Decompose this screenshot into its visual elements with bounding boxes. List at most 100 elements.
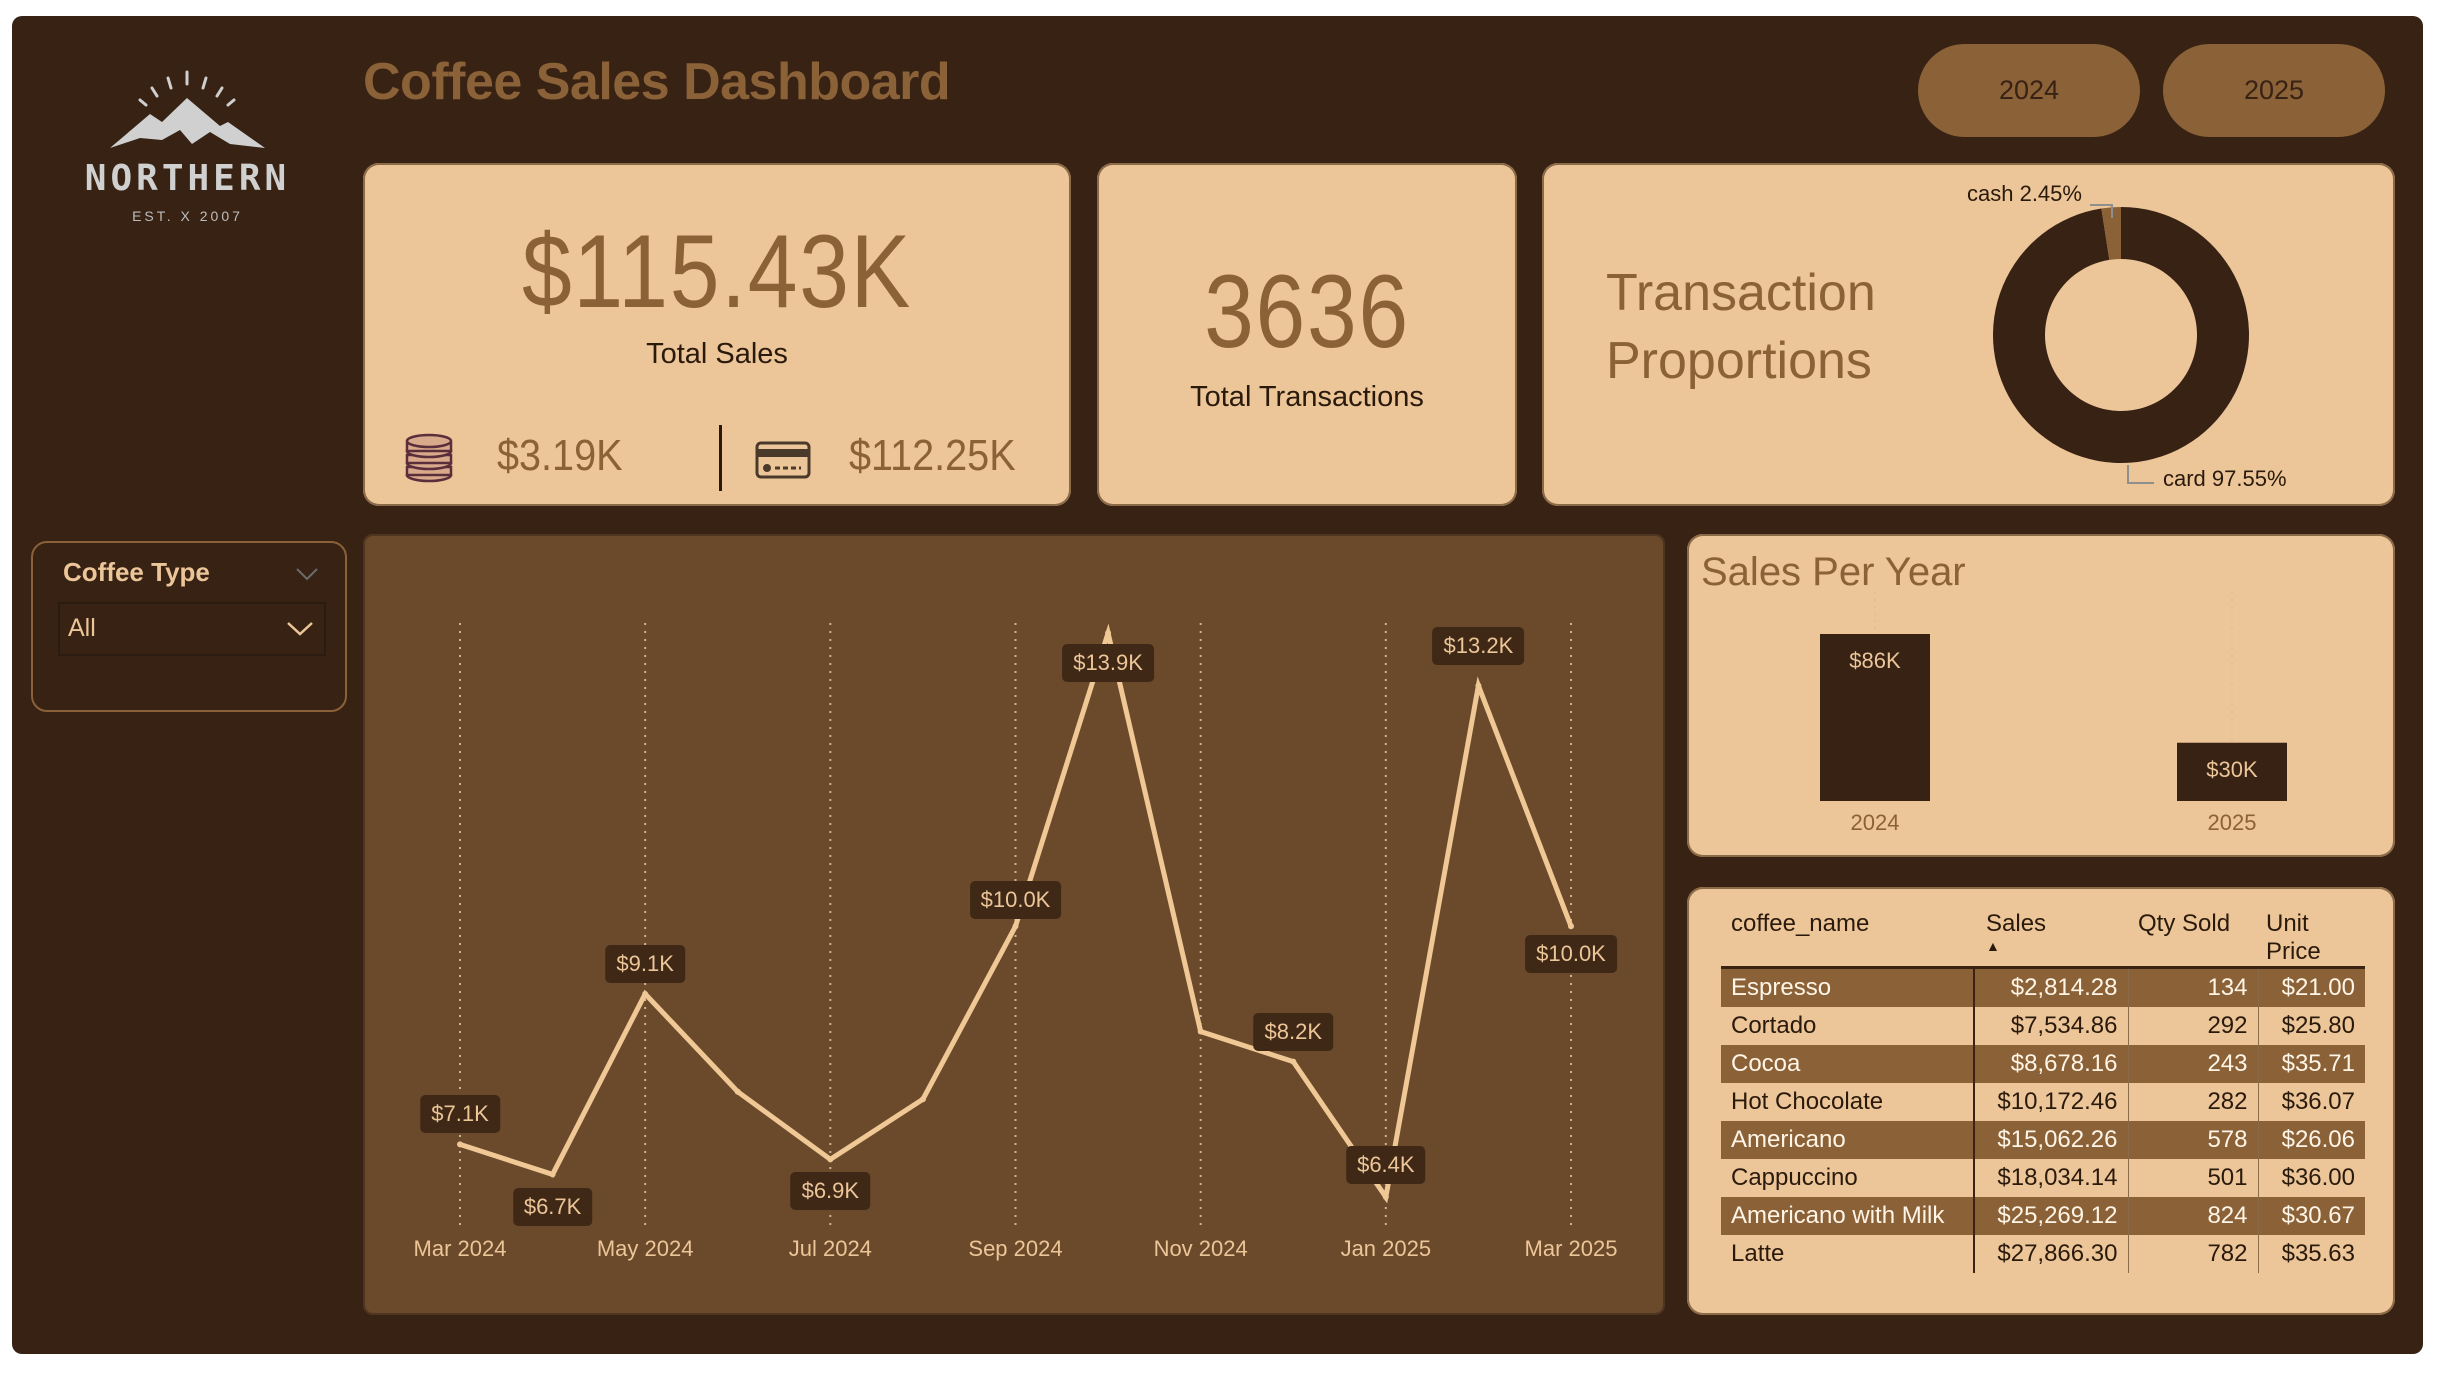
table-row[interactable]: Espresso $2,814.28 134 $21.00 bbox=[1721, 967, 2365, 1007]
mountain-logo-icon bbox=[110, 70, 265, 148]
cash-slice-label: cash 2.45% bbox=[1967, 181, 2082, 206]
data-point[interactable] bbox=[1290, 1058, 1297, 1065]
data-point[interactable] bbox=[1012, 923, 1019, 930]
total-transactions-label: Total Transactions bbox=[1190, 381, 1424, 413]
total-transactions-card: 3636 Total Transactions bbox=[1097, 163, 1517, 506]
transaction-proportions-card: Transaction Proportions cash 2.45% card … bbox=[1542, 163, 2395, 506]
cell-coffee-name: Americano bbox=[1721, 1121, 1974, 1159]
x-tick-label: Sep 2024 bbox=[968, 1236, 1063, 1261]
bar-chart-title: Sales Per Year bbox=[1701, 550, 1966, 594]
cell-qty-sold: 824 bbox=[2127, 1197, 2258, 1235]
sort-ascending-icon: ▲ bbox=[1986, 938, 2000, 954]
column-header-coffee-name[interactable]: coffee_name bbox=[1731, 910, 1870, 937]
data-point[interactable] bbox=[1105, 630, 1112, 636]
cell-sales: $8,678.16 bbox=[1973, 1045, 2128, 1083]
x-tick-label: Jul 2024 bbox=[788, 1236, 872, 1261]
coffee-type-dropdown[interactable]: All bbox=[58, 602, 326, 656]
cell-unit-price: $35.71 bbox=[2257, 1045, 2365, 1083]
cell-sales: $27,866.30 bbox=[1973, 1235, 2128, 1273]
cell-qty-sold: 782 bbox=[2127, 1235, 2258, 1273]
bar-2025[interactable] bbox=[2177, 742, 2287, 801]
cell-coffee-name: Cappuccino bbox=[1731, 1164, 1858, 1191]
table-row[interactable]: Americano with Milk $25,269.12 824 $30.67 bbox=[1721, 1197, 2365, 1235]
slicer-title: Coffee Type bbox=[63, 557, 210, 587]
cell-qty-sold: 282 bbox=[2127, 1083, 2258, 1121]
bar-2024[interactable] bbox=[1820, 634, 1930, 801]
data-point[interactable] bbox=[549, 1171, 556, 1178]
cell-sales: $18,034.14 bbox=[1973, 1159, 2128, 1197]
bar-category-label: 2024 bbox=[1850, 810, 1900, 835]
data-label: $10.0K bbox=[969, 881, 1062, 920]
total-sales-value: $115.43K bbox=[521, 214, 913, 330]
sales-per-year-card: Sales Per Year bbox=[1687, 534, 2395, 857]
cell-qty-sold: 292 bbox=[2127, 1007, 2258, 1045]
cell-unit-price: $36.00 bbox=[2257, 1159, 2365, 1197]
x-tick-label: Mar 2024 bbox=[413, 1236, 507, 1261]
cell-unit-price: $36.07 bbox=[2257, 1083, 2365, 1121]
cell-qty-sold: 578 bbox=[2127, 1121, 2258, 1159]
cell-coffee-name: Hot Chocolate bbox=[1731, 1088, 1884, 1115]
cell-qty-sold: 243 bbox=[2127, 1045, 2258, 1083]
cell-unit-price: $30.67 bbox=[2257, 1197, 2365, 1235]
table-row[interactable]: Cortado $7,534.86 292 $25.80 bbox=[1721, 1007, 2365, 1045]
total-sales-label: Total Sales bbox=[646, 338, 788, 370]
data-point[interactable] bbox=[734, 1088, 741, 1095]
bar-data-label: $30K bbox=[2206, 756, 2258, 782]
data-point[interactable] bbox=[827, 1156, 834, 1163]
table-row[interactable]: Cappuccino $18,034.14 501 $36.00 bbox=[1721, 1159, 2365, 1197]
cell-coffee-name: Cocoa bbox=[1721, 1045, 1974, 1083]
cell-unit-price: $26.06 bbox=[2257, 1121, 2365, 1159]
table-row[interactable]: Hot Chocolate $10,172.46 282 $36.07 bbox=[1721, 1083, 2365, 1121]
cell-qty-sold: 501 bbox=[2127, 1159, 2258, 1197]
year-2025-button[interactable]: 2025 bbox=[2163, 44, 2385, 137]
cell-coffee-name: Americano with Milk bbox=[1721, 1197, 1974, 1235]
cell-unit-price: $25.80 bbox=[2257, 1007, 2365, 1045]
data-point[interactable] bbox=[1568, 923, 1574, 930]
data-label: $13.9K bbox=[1062, 644, 1154, 682]
data-point[interactable] bbox=[1382, 1194, 1389, 1200]
column-header-unit-price[interactable]: Unit Price bbox=[2266, 910, 2321, 965]
page-title: Coffee Sales Dashboard bbox=[363, 53, 951, 111]
kpi-divider bbox=[719, 425, 722, 491]
data-point[interactable] bbox=[1475, 682, 1482, 689]
cell-sales: $25,269.12 bbox=[1973, 1197, 2128, 1235]
year-2024-button[interactable]: 2024 bbox=[1918, 44, 2140, 137]
table-row[interactable]: Americano $15,062.26 578 $26.06 bbox=[1721, 1121, 2365, 1159]
data-label: $7.1K bbox=[420, 1095, 500, 1134]
data-label: $6.7K bbox=[512, 1188, 593, 1227]
card-sales-value: $112.25K bbox=[849, 431, 1016, 480]
table-row[interactable]: Cocoa $8,678.16 243 $35.71 bbox=[1721, 1045, 2365, 1083]
data-point[interactable] bbox=[642, 990, 649, 997]
table-row[interactable]: Latte $27,866.30 782 $35.63 bbox=[1721, 1235, 2365, 1273]
chevron-down-icon[interactable] bbox=[295, 567, 319, 581]
card-leader-line bbox=[2127, 465, 2154, 484]
bar-category-label: 2025 bbox=[2207, 810, 2257, 835]
data-label: $13.2K bbox=[1432, 626, 1525, 665]
donut-chart bbox=[1993, 204, 2249, 484]
cell-unit-price: $21.00 bbox=[2257, 967, 2365, 1007]
data-label: $10.0K bbox=[1525, 935, 1617, 974]
column-header-sales[interactable]: Sales ▲ bbox=[1974, 910, 2128, 968]
coffee-sales-table: coffee_name Sales ▲ Qty Sold Unit Price E… bbox=[1721, 910, 2365, 1273]
data-point[interactable] bbox=[919, 1096, 926, 1103]
cell-coffee-name: Espresso bbox=[1721, 967, 1974, 1007]
data-point[interactable] bbox=[1197, 1028, 1204, 1035]
donut-slice-cash[interactable] bbox=[2101, 207, 2121, 260]
cell-sales: $10,172.46 bbox=[1973, 1083, 2128, 1121]
column-header-sales-label: Sales bbox=[1986, 910, 2047, 937]
dropdown-chevron-icon[interactable] bbox=[286, 621, 314, 637]
x-tick-label: Jan 2025 bbox=[1340, 1236, 1432, 1261]
donut-slice-card[interactable] bbox=[1993, 207, 2249, 463]
column-header-qty-sold[interactable]: Qty Sold bbox=[2138, 910, 2231, 937]
credit-card-icon bbox=[755, 441, 811, 479]
cell-unit-price: $35.63 bbox=[2257, 1235, 2365, 1273]
data-label: $6.9K bbox=[790, 1172, 871, 1211]
cell-sales: $2,814.28 bbox=[1973, 967, 2128, 1007]
cell-coffee-name: Cortado bbox=[1731, 1012, 1817, 1039]
data-point[interactable] bbox=[457, 1141, 463, 1148]
cell-sales: $15,062.26 bbox=[1973, 1121, 2128, 1159]
coins-icon bbox=[405, 433, 453, 483]
dropdown-value: All bbox=[68, 614, 96, 642]
